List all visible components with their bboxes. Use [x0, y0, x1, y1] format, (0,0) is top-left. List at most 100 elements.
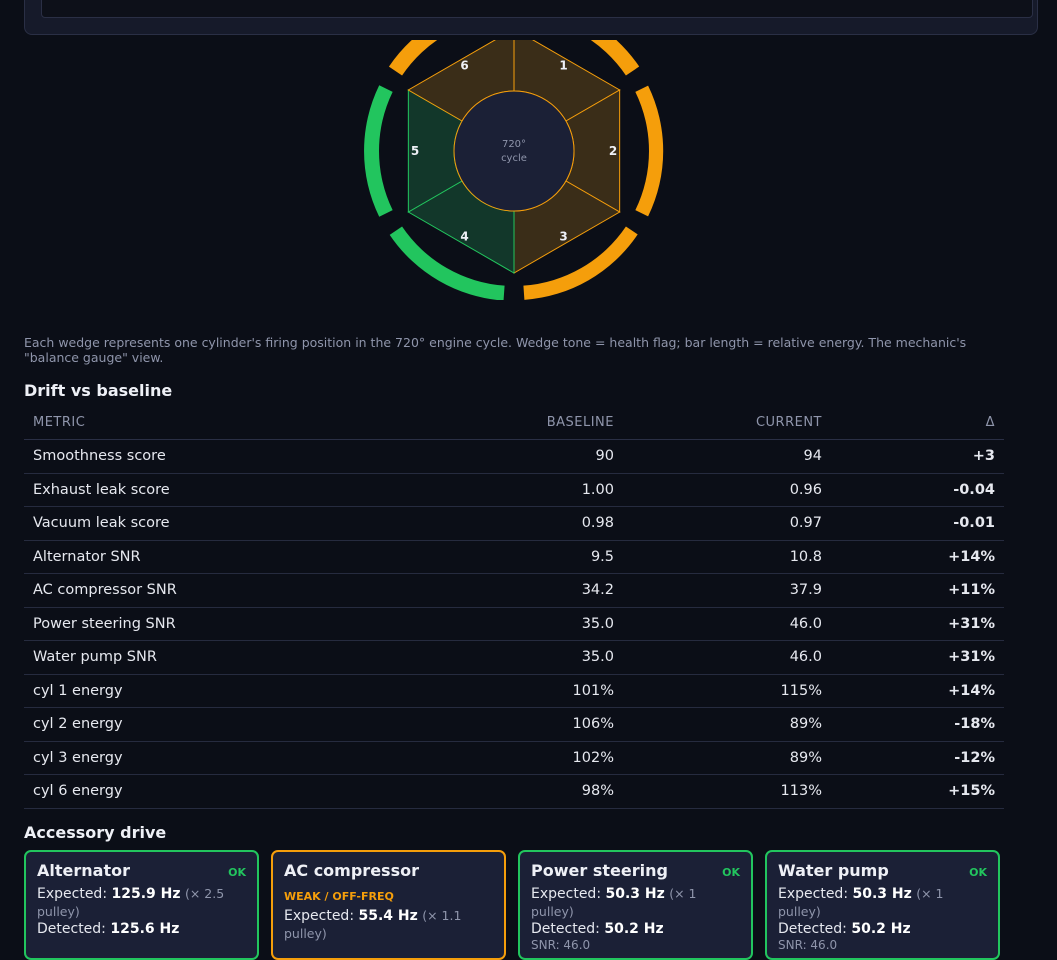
- col-metric: METRIC: [24, 406, 315, 440]
- energy-bar-cyl-3: [523, 226, 638, 300]
- delta-cell: -0.04: [831, 473, 1004, 507]
- table-row: Vacuum leak score 0.98 0.97 -0.01: [24, 506, 1004, 541]
- table-row: AC compressor SNR 34.2 37.9 +11%: [24, 573, 1004, 608]
- baseline-cell: 98%: [315, 774, 623, 809]
- metric-cell: Exhaust leak score: [24, 473, 315, 507]
- table-row: cyl 1 energy 101% 115% +14%: [24, 674, 1004, 708]
- metric-cell: Power steering SNR: [24, 607, 315, 641]
- baseline-cell: 1.00: [315, 473, 623, 507]
- cylinder-label: 4: [460, 230, 468, 244]
- hub-label: 720°: [502, 139, 526, 150]
- wheel-svg: 1 2 3 4 5 6 720° cycle: [364, 40, 664, 300]
- delta-cell: +11%: [831, 573, 1004, 608]
- current-cell: 89%: [623, 707, 831, 742]
- expected-label: Expected:: [284, 908, 355, 924]
- status-badge: OK: [228, 866, 246, 879]
- metric-cell: Vacuum leak score: [24, 506, 315, 541]
- current-cell: 89%: [623, 741, 831, 775]
- current-cell: 0.97: [623, 506, 831, 541]
- energy-bar-cyl-2: [635, 85, 664, 217]
- detected-label: Detected:: [37, 921, 106, 937]
- snr-text: SNR: 46.0: [531, 938, 591, 952]
- energy-bar-cyl-1: [590, 40, 640, 76]
- current-cell: 113%: [623, 774, 831, 809]
- accessory-cards: Alternator OK Expected: 125.9 Hz (× 2.5 pu…: [24, 850, 1004, 960]
- snr-text: SNR: 46.0: [778, 938, 838, 952]
- accessory-title: Accessory drive: [24, 823, 167, 842]
- delta-cell: +31%: [831, 607, 1004, 641]
- detected-label: Detected:: [778, 921, 847, 937]
- delta-cell: +31%: [831, 640, 1004, 675]
- expected-value: 50.3 Hz: [852, 886, 912, 902]
- metric-cell: Water pump SNR: [24, 640, 315, 675]
- expected-value: 55.4 Hz: [358, 908, 418, 924]
- table-row: Exhaust leak score 1.00 0.96 -0.04: [24, 473, 1004, 507]
- status-badge: OK: [969, 866, 987, 879]
- accessory-card[interactable]: AC compressor WEAK / OFF-FREQ Expected: 55…: [271, 850, 506, 960]
- baseline-cell: 90: [315, 439, 623, 474]
- detected-value: 125.6 Hz: [110, 921, 180, 937]
- accessory-card[interactable]: Water pump OK Expected: 50.3 Hz (× 1 pulle…: [765, 850, 1000, 960]
- cylinder-label: 5: [411, 144, 419, 158]
- pulley-ratio: (× 1 pulley): [778, 886, 944, 919]
- cylinder-label: 6: [460, 58, 468, 72]
- current-cell: 46.0: [623, 607, 831, 641]
- pulley-ratio: (× 2.5 pulley): [37, 886, 225, 919]
- drift-table: METRIC BASELINE CURRENT Δ Smoothness sco…: [24, 406, 1004, 809]
- cylinder-balance-wheel: 1 2 3 4 5 6 720° cycle: [360, 40, 670, 300]
- expected-line: Expected: 50.3 Hz (× 1 pulley): [531, 885, 740, 921]
- card-title: Water pump: [778, 861, 889, 880]
- current-cell: 46.0: [623, 640, 831, 675]
- energy-bar-cyl-4: [389, 226, 505, 300]
- code-block: [41, 0, 1033, 18]
- table-row: Alternator SNR 9.5 10.8 +14%: [24, 540, 1004, 574]
- current-cell: 94: [623, 439, 831, 474]
- delta-cell: -18%: [831, 707, 1004, 742]
- table-row: cyl 3 energy 102% 89% -12%: [24, 741, 1004, 775]
- metric-cell: cyl 2 energy: [24, 707, 315, 742]
- detected-line: Detected: 125.6 Hz: [37, 921, 246, 938]
- pulley-ratio: (× 1 pulley): [531, 886, 697, 919]
- baseline-cell: 101%: [315, 674, 623, 708]
- detected-label: Detected:: [531, 921, 600, 937]
- baseline-cell: 106%: [315, 707, 623, 742]
- delta-cell: -12%: [831, 741, 1004, 775]
- col-delta: Δ: [831, 406, 1004, 440]
- cylinder-label: 1: [559, 58, 567, 72]
- metric-cell: cyl 1 energy: [24, 674, 315, 708]
- accessory-card[interactable]: Power steering OK Expected: 50.3 Hz (× 1 p…: [518, 850, 753, 960]
- delta-cell: +14%: [831, 540, 1004, 574]
- metric-cell: cyl 3 energy: [24, 741, 315, 775]
- table-header-row: METRIC BASELINE CURRENT Δ: [24, 406, 1004, 440]
- detected-value: 50.2 Hz: [851, 921, 911, 937]
- energy-bar-cyl-5: [364, 85, 393, 217]
- card-title: Power steering: [531, 861, 668, 880]
- delta-cell: +14%: [831, 674, 1004, 708]
- table-row: Power steering SNR 35.0 46.0 +31%: [24, 607, 1004, 641]
- metric-cell: Smoothness score: [24, 439, 315, 474]
- expected-line: Expected: 50.3 Hz (× 1 pulley): [778, 885, 987, 921]
- baseline-cell: 102%: [315, 741, 623, 775]
- cylinder-label: 2: [609, 144, 617, 158]
- table-row: cyl 6 energy 98% 113% +15%: [24, 774, 1004, 809]
- accessory-card[interactable]: Alternator OK Expected: 125.9 Hz (× 2.5 pu…: [24, 850, 259, 960]
- baseline-cell: 0.98: [315, 506, 623, 541]
- expected-line: Expected: 55.4 Hz (× 1.1 pulley): [284, 907, 493, 943]
- baseline-cell: 35.0: [315, 607, 623, 641]
- table-row: Smoothness score 90 94 +3: [24, 439, 1004, 474]
- delta-cell: +15%: [831, 774, 1004, 809]
- drift-title: Drift vs baseline: [24, 381, 173, 400]
- card-title: Alternator: [37, 861, 130, 880]
- current-cell: 10.8: [623, 540, 831, 574]
- expected-label: Expected:: [531, 886, 602, 902]
- col-baseline: BASELINE: [315, 406, 623, 440]
- current-cell: 37.9: [623, 573, 831, 608]
- cycle-hub: [453, 90, 575, 212]
- table-row: Water pump SNR 35.0 46.0 +31%: [24, 640, 1004, 675]
- expected-label: Expected:: [778, 886, 849, 902]
- detected-value: 50.2 Hz: [604, 921, 664, 937]
- metric-cell: Alternator SNR: [24, 540, 315, 574]
- detected-line: Detected: 50.2 Hz: [778, 921, 987, 938]
- expected-value: 50.3 Hz: [605, 886, 665, 902]
- energy-bar-cyl-6: [388, 40, 438, 76]
